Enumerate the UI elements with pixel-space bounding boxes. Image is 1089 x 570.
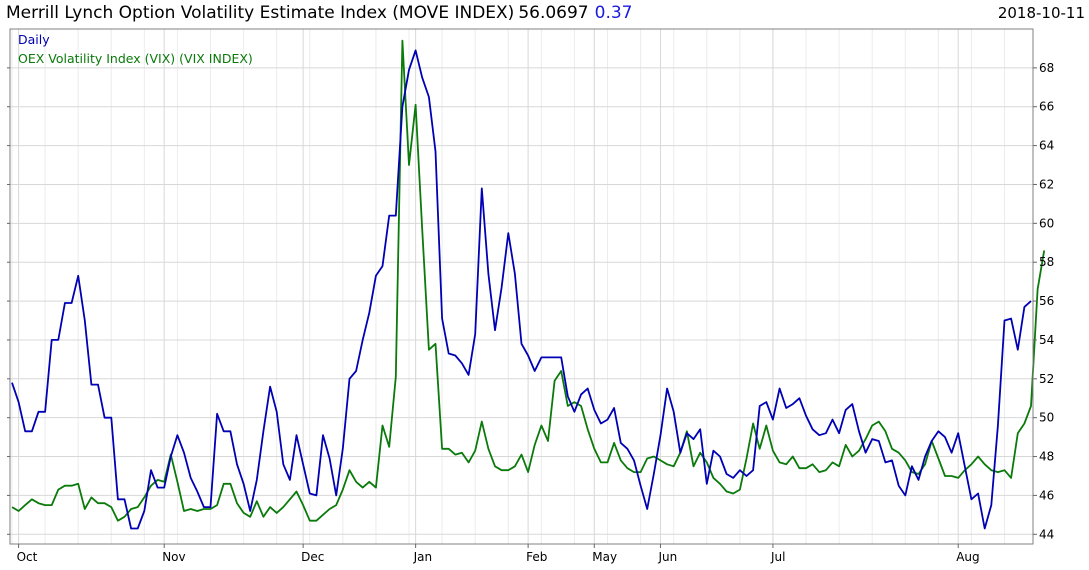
y-tick-label: 52 — [1039, 372, 1054, 386]
y-tick-label: 50 — [1039, 411, 1054, 425]
title-text: Merrill Lynch Option Volatility Estimate… — [6, 3, 515, 23]
y-tick-label: 46 — [1039, 488, 1054, 502]
vix-index-line — [11, 39, 1046, 522]
move-index-line — [11, 49, 1032, 530]
legend-item-vix: OEX Volatility Index (VIX) (VIX INDEX) — [18, 51, 253, 66]
y-tick-label: 58 — [1039, 255, 1054, 269]
chart-title: Merrill Lynch Option Volatility Estimate… — [6, 3, 632, 23]
last-value: 56.0697 — [518, 3, 589, 23]
y-tick-label: 56 — [1039, 294, 1054, 308]
x-tick-label: Feb — [526, 550, 547, 564]
change-value: 0.37 — [594, 3, 633, 23]
y-tick-label: 54 — [1039, 333, 1054, 347]
x-tick-label: Nov — [162, 550, 185, 564]
x-tick-label: Jan — [413, 550, 433, 564]
x-tick-label: Jul — [770, 550, 785, 564]
y-tick-label: 44 — [1039, 527, 1054, 541]
x-tick-label: Oct — [17, 550, 38, 564]
legend-item-move: Daily — [18, 32, 50, 47]
x-tick-label: Aug — [956, 550, 979, 564]
plot-frame — [9, 28, 1034, 545]
y-axis: 44 46 48 50 52 54 56 58 60 62 64 66 68 — [7, 61, 1054, 541]
x-tick-label: Dec — [301, 550, 324, 564]
y-tick-label: 62 — [1039, 177, 1054, 191]
x-axis: OctNovDecJanFebMayJunJulAugSepOct — [17, 544, 980, 564]
series-lines — [11, 39, 1046, 530]
y-tick-label: 60 — [1039, 216, 1054, 230]
y-tick-label: 48 — [1039, 450, 1054, 464]
y-tick-label: 68 — [1039, 61, 1054, 75]
chart-date: 2018-10-11 — [997, 4, 1085, 22]
chart-header: Merrill Lynch Option Volatility Estimate… — [0, 0, 1089, 28]
y-tick-label: 64 — [1039, 139, 1054, 153]
x-tick-label: Jun — [657, 550, 677, 564]
y-tick-label: 66 — [1039, 100, 1054, 114]
grid-lines — [10, 29, 1033, 544]
x-tick-label: May — [592, 550, 617, 564]
legend: Daily OEX Volatility Index (VIX) (VIX IND… — [18, 32, 253, 66]
